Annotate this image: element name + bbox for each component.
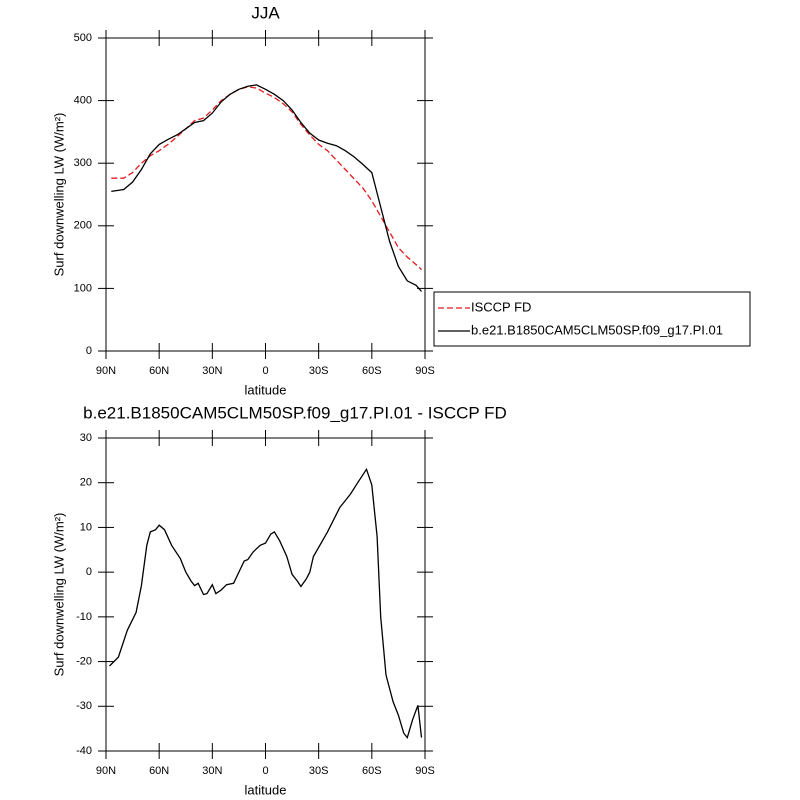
x-tick-label: 60N xyxy=(149,365,169,377)
series-line xyxy=(109,467,423,739)
y-tick-label: 400 xyxy=(74,95,92,107)
x-tick-label: 60S xyxy=(362,765,382,777)
x-tick-label: 60N xyxy=(149,765,169,777)
y-tick-label: -40 xyxy=(76,745,92,757)
x-axis-label: latitude xyxy=(245,382,287,397)
legend-box xyxy=(433,291,751,347)
legend-label: b.e21.B1850CAM5CLM50SP.f09_g17.PI.01 xyxy=(471,322,723,337)
y-tick-label: 0 xyxy=(86,345,92,357)
plot-frame xyxy=(105,437,426,752)
y-axis-label: Surf downwelling LW (W/m²) xyxy=(51,513,66,677)
y-tick-label: -20 xyxy=(76,655,92,667)
y-axis-label: Surf downwelling LW (W/m²) xyxy=(51,113,66,277)
y-tick-label: 500 xyxy=(74,32,92,44)
series-line xyxy=(111,84,422,292)
y-tick-label: 20 xyxy=(80,477,92,489)
y-tick-label: 30 xyxy=(80,432,92,444)
y-tick-label: 10 xyxy=(80,521,92,533)
chart-title: b.e21.B1850CAM5CLM50SP.f09_g17.PI.01 - I… xyxy=(83,403,507,422)
x-tick-label: 0 xyxy=(262,365,268,377)
legend-label: ISCCP FD xyxy=(471,299,531,314)
x-tick-label: 90N xyxy=(96,765,116,777)
x-axis-label: latitude xyxy=(245,782,287,797)
y-tick-label: -30 xyxy=(76,700,92,712)
y-tick-label: 200 xyxy=(74,220,92,232)
x-tick-label: 90S xyxy=(415,765,435,777)
x-tick-label: 30N xyxy=(202,765,222,777)
y-tick-label: 100 xyxy=(74,282,92,294)
series-line xyxy=(111,86,422,271)
x-tick-label: 30S xyxy=(309,765,329,777)
y-tick-label: 300 xyxy=(74,157,92,169)
x-tick-label: 0 xyxy=(262,765,268,777)
x-tick-label: 30S xyxy=(309,365,329,377)
y-tick-label: 0 xyxy=(86,566,92,578)
chart-title: JJA xyxy=(251,3,280,22)
x-tick-label: 90S xyxy=(415,365,435,377)
x-tick-label: 60S xyxy=(362,365,382,377)
x-tick-label: 30N xyxy=(202,365,222,377)
x-tick-label: 90N xyxy=(96,365,116,377)
y-tick-label: -10 xyxy=(76,611,92,623)
